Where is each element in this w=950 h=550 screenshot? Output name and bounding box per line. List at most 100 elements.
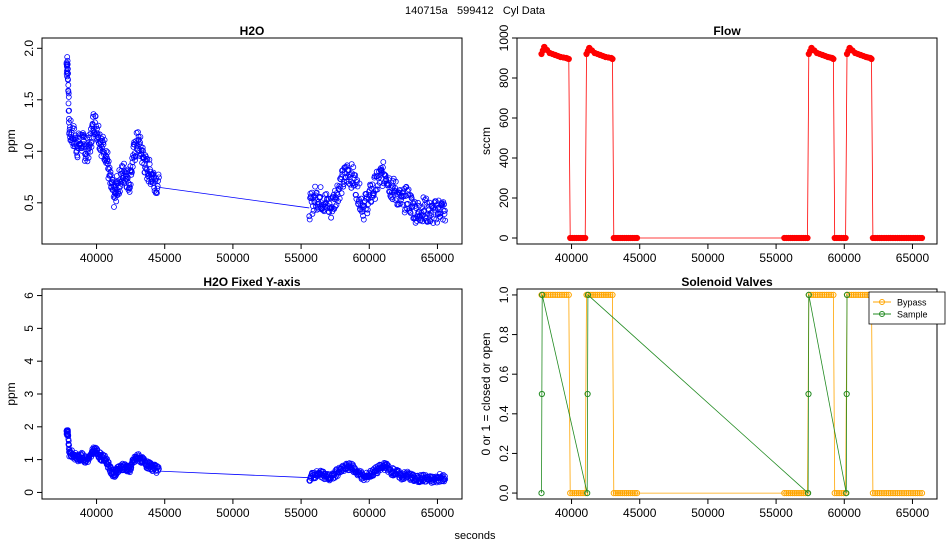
data-point — [805, 291, 812, 298]
chart-panel: H2O ppm 40000 45000 50000 55000 60000 65000 0.5 1… — [4, 24, 463, 265]
data-point — [573, 490, 580, 497]
data-point — [375, 172, 382, 179]
y-tick-label: 1.0 — [497, 286, 511, 303]
data-point — [577, 490, 585, 497]
data-point — [857, 291, 864, 298]
data-point — [795, 490, 803, 497]
data-point — [825, 291, 833, 298]
data-point — [432, 198, 439, 205]
data-point — [810, 291, 817, 298]
data-point — [791, 490, 798, 497]
data-point — [905, 490, 912, 497]
data-point — [360, 216, 367, 223]
data-point — [783, 490, 790, 497]
data-point — [798, 490, 805, 497]
data-point — [894, 490, 901, 497]
y-tick-label: 0.8 — [497, 326, 511, 343]
x-tick-label: 40000 — [80, 506, 114, 520]
y-tick-label: 2 — [22, 423, 36, 430]
data-point — [92, 113, 99, 120]
x-tick-label: 65000 — [896, 506, 930, 520]
data-point — [155, 464, 162, 470]
plot-frame — [41, 37, 463, 245]
y-axis-label: ppm — [4, 382, 18, 405]
data-point — [107, 168, 114, 175]
legend-box — [868, 291, 946, 325]
data-point — [126, 185, 132, 192]
y-tick-label: 2.0 — [22, 40, 36, 57]
data-point — [64, 69, 71, 76]
data-point — [631, 490, 639, 497]
data-point — [392, 178, 399, 185]
chart-panel: Flow sccm 40000 45000 50000 55000 60000 65000 0 2… — [479, 24, 938, 265]
x-tick-label: 55000 — [759, 506, 793, 520]
data-point — [592, 291, 599, 298]
legend-label: Bypass — [897, 298, 927, 308]
data-point — [831, 490, 838, 497]
data-point — [65, 70, 71, 77]
data-point — [127, 181, 134, 188]
data-point — [434, 205, 441, 212]
data-point — [787, 490, 794, 497]
data-point — [582, 234, 589, 242]
data-point — [398, 192, 405, 199]
y-tick-label: 0.0 — [497, 484, 511, 501]
data-point — [892, 490, 899, 497]
data-point — [105, 459, 112, 466]
data-point — [395, 201, 402, 208]
data-point — [387, 466, 394, 473]
data-point — [95, 122, 102, 129]
x-tick-label: 60000 — [353, 506, 387, 520]
data-point — [85, 459, 91, 465]
data-point — [833, 490, 841, 497]
data-point — [126, 184, 133, 191]
data-point — [571, 490, 578, 497]
data-point — [414, 472, 421, 479]
data-point — [374, 186, 381, 193]
data-point — [896, 490, 903, 497]
data-point — [828, 291, 835, 298]
series-line — [541, 46, 922, 239]
data-point — [74, 154, 81, 161]
data-point — [556, 291, 563, 298]
data-point — [106, 164, 113, 171]
data-point — [405, 186, 412, 193]
data-point — [411, 199, 418, 205]
data-point — [92, 444, 99, 451]
data-point — [594, 291, 601, 298]
y-tick-label: 1.5 — [22, 91, 36, 108]
data-point — [104, 149, 111, 156]
data-point — [336, 195, 343, 202]
x-tick-label: 65000 — [421, 251, 455, 265]
x-tick-label: 45000 — [148, 506, 182, 520]
data-point — [843, 490, 850, 497]
data-point — [64, 73, 70, 80]
data-point — [137, 133, 144, 140]
data-point — [88, 139, 95, 146]
data-point — [84, 158, 91, 165]
x-tick-label: 55000 — [284, 251, 318, 265]
data-point — [81, 157, 88, 164]
data-point — [876, 490, 883, 497]
data-point — [111, 204, 117, 210]
data-point — [103, 148, 110, 154]
data-point — [135, 133, 142, 140]
data-point — [821, 291, 828, 298]
data-point — [805, 490, 812, 497]
y-tick-label: 0 — [22, 489, 36, 496]
x-tick-label: 40000 — [80, 251, 114, 265]
data-point — [132, 157, 139, 164]
data-point — [312, 183, 319, 190]
x-tick-label: 45000 — [623, 506, 657, 520]
data-point — [364, 206, 371, 213]
data-point — [805, 390, 812, 398]
chart-title: Flow — [713, 24, 741, 38]
data-point — [334, 473, 341, 479]
data-point — [869, 490, 877, 497]
data-point — [372, 195, 379, 202]
data-point — [625, 490, 632, 497]
data-point — [410, 199, 417, 206]
data-point — [575, 490, 582, 497]
data-point — [64, 57, 71, 64]
data-point — [563, 291, 570, 298]
